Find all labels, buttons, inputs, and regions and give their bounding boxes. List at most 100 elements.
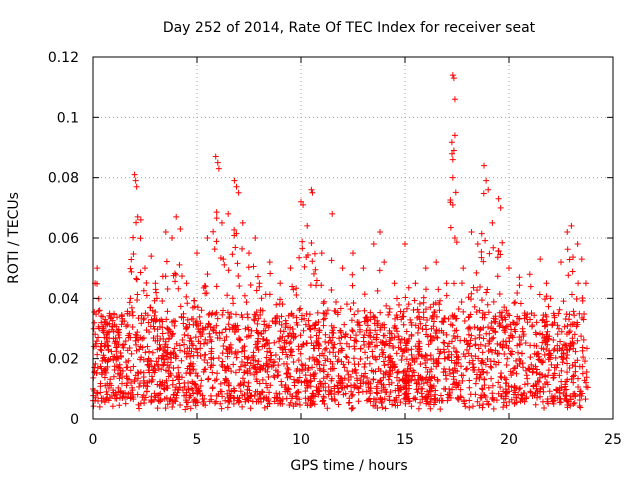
data-point	[348, 405, 355, 412]
data-point	[109, 323, 116, 330]
data-point	[362, 370, 369, 377]
data-point	[482, 237, 489, 244]
data-point	[348, 388, 355, 395]
data-point	[495, 248, 502, 255]
data-point	[219, 358, 226, 365]
data-point	[574, 337, 581, 344]
data-point	[331, 383, 338, 390]
data-point	[376, 267, 383, 274]
data-point	[252, 235, 259, 241]
data-point	[230, 385, 237, 392]
data-point	[338, 347, 345, 354]
data-point	[399, 353, 406, 360]
data-point	[307, 282, 314, 289]
data-point	[564, 322, 571, 329]
data-point	[422, 265, 429, 272]
data-point	[219, 363, 226, 370]
x-tick-labels: 0 5 10 15 20 25	[89, 432, 622, 448]
data-point	[127, 367, 134, 374]
data-point	[560, 390, 567, 397]
data-point	[181, 331, 188, 338]
data-point	[267, 270, 274, 277]
data-point	[494, 340, 501, 347]
data-point	[506, 265, 512, 272]
data-point	[483, 289, 490, 296]
data-point	[476, 402, 483, 409]
data-point	[98, 340, 105, 347]
data-point	[348, 317, 355, 324]
data-point	[485, 323, 492, 330]
data-point	[328, 287, 335, 294]
data-point	[451, 96, 458, 103]
data-point	[530, 365, 537, 372]
data-point	[441, 355, 448, 362]
data-point	[502, 380, 509, 387]
data-point	[172, 278, 179, 285]
data-point	[554, 322, 561, 329]
data-point	[496, 290, 503, 297]
data-point	[311, 375, 318, 382]
data-point	[170, 317, 177, 324]
data-point	[248, 392, 255, 399]
data-point	[570, 373, 577, 380]
data-point	[184, 316, 191, 323]
data-point	[414, 329, 421, 336]
data-point	[419, 385, 426, 392]
data-point	[133, 275, 140, 282]
data-point	[579, 363, 586, 370]
data-point	[214, 315, 221, 322]
data-point	[418, 390, 425, 397]
data-point	[564, 369, 571, 376]
data-point	[130, 393, 137, 400]
data-point	[558, 353, 565, 360]
data-point	[94, 351, 101, 358]
data-point	[479, 386, 486, 393]
data-point	[398, 346, 405, 353]
data-point	[394, 402, 401, 409]
data-point	[153, 358, 160, 365]
data-point	[166, 326, 173, 333]
data-point	[284, 353, 291, 360]
data-point	[363, 327, 370, 334]
data-point	[243, 333, 250, 340]
data-point	[90, 343, 97, 350]
data-point	[427, 393, 434, 400]
data-point	[554, 361, 561, 368]
data-point	[438, 397, 445, 404]
data-point	[422, 394, 429, 401]
data-point	[474, 241, 481, 248]
data-point	[111, 340, 118, 347]
data-point	[422, 359, 429, 366]
data-point	[170, 365, 177, 372]
data-point	[295, 343, 302, 350]
data-point	[441, 385, 448, 392]
data-point	[323, 345, 330, 352]
data-point	[235, 335, 242, 342]
data-point	[453, 315, 460, 322]
data-point	[370, 368, 377, 375]
data-point	[541, 351, 548, 358]
data-point	[233, 183, 240, 190]
data-point	[436, 307, 443, 314]
data-point	[290, 334, 297, 341]
data-point	[117, 350, 124, 357]
data-point	[537, 393, 544, 400]
data-point	[161, 386, 168, 393]
data-point	[230, 400, 237, 407]
data-point	[113, 354, 120, 361]
data-point	[414, 306, 421, 313]
data-point	[94, 265, 101, 272]
data-point	[124, 347, 131, 354]
data-point	[407, 362, 414, 369]
data-point	[427, 405, 434, 412]
data-point	[463, 365, 470, 372]
data-point	[206, 321, 213, 328]
data-point	[241, 369, 248, 376]
data-point	[447, 321, 454, 328]
y-tick-label: 0	[70, 412, 79, 428]
data-point	[582, 280, 589, 287]
data-point	[277, 280, 284, 287]
data-point	[290, 286, 297, 293]
data-point	[550, 375, 557, 382]
data-point	[420, 294, 427, 301]
